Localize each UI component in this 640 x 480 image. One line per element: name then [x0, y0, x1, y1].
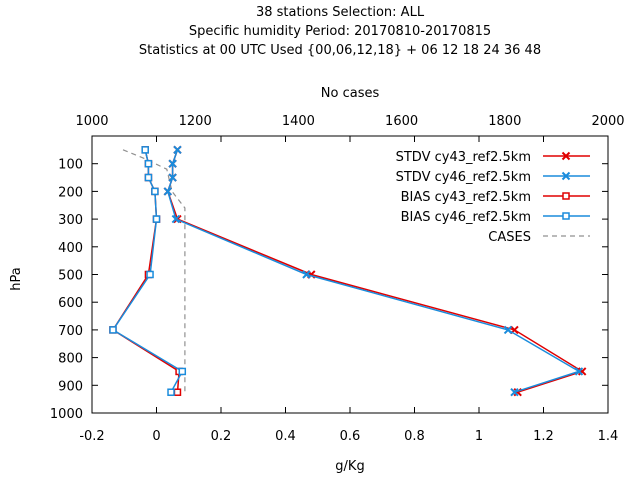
data-point: [109, 326, 117, 334]
data-point: [173, 388, 182, 396]
x-tick-label: 1.4: [598, 429, 619, 444]
y-tick-label: 1000: [50, 407, 83, 422]
data-point: [510, 388, 519, 397]
data-point: [173, 145, 182, 155]
y-axis-label: hPa: [9, 267, 24, 290]
legend-item: STDV cy46_ref2.5km: [396, 170, 590, 185]
data-point: [146, 270, 154, 279]
chart-title-line-1: 38 stations Selection: ALL: [256, 5, 425, 20]
legend-label: BIAS cy46_ref2.5km: [401, 210, 531, 225]
legend-label: CASES: [488, 230, 531, 245]
x-tick-label: 0.4: [275, 429, 296, 444]
chart-title-line-3: Statistics at 00 UTC Used {00,06,12,18} …: [139, 43, 541, 58]
legend-item: BIAS cy43_ref2.5km: [401, 190, 590, 205]
chart-title-block: 38 stations Selection: ALL Specific humi…: [139, 5, 541, 58]
y-tick-label: 400: [58, 241, 83, 256]
data-point: [163, 187, 172, 196]
data-point: [167, 388, 175, 396]
x-tick-label: 1.2: [533, 429, 554, 444]
data-point: [577, 367, 587, 376]
y-tick-label: 700: [58, 324, 83, 339]
legend-marker: [561, 171, 571, 181]
series-layer: [109, 145, 587, 397]
series-line: [167, 149, 584, 393]
legend-label: STDV cy46_ref2.5km: [396, 170, 531, 185]
series-2: [109, 146, 183, 396]
legend-item: STDV cy43_ref2.5km: [396, 150, 590, 165]
legend: STDV cy43_ref2.5km STDV cy46_ref2.5km BIAS…: [396, 150, 590, 245]
y-tick-label: 200: [58, 185, 83, 200]
x2-axis-label: No cases: [321, 86, 380, 101]
data-point: [144, 159, 153, 168]
x2-tick-label: 1600: [385, 114, 418, 129]
y-tick-label: 900: [58, 379, 83, 394]
series-line: [167, 149, 581, 393]
data-point: [144, 173, 153, 182]
x-tick-label: 0.8: [404, 429, 425, 444]
legend-marker: [562, 212, 570, 220]
y-tick-label: 300: [58, 213, 83, 228]
x2-tick-label: 1400: [282, 114, 315, 129]
data-point: [168, 173, 177, 182]
legend-marker: [561, 151, 571, 161]
x2-tick-label: 1200: [179, 114, 212, 129]
data-point: [152, 215, 161, 223]
x-tick-label: 1: [475, 429, 483, 444]
data-point: [302, 270, 311, 279]
data-point: [503, 325, 513, 335]
x-axis-label: g/Kg: [335, 459, 364, 474]
x-axis-ticks: -0.2 0 0.2 0.4 0.6 0.8 1 1.2 1.4: [79, 136, 618, 444]
x-tick-label: 0.2: [211, 429, 232, 444]
legend-label: STDV cy43_ref2.5km: [396, 150, 531, 165]
series-1: [163, 145, 584, 397]
series-3: [109, 146, 187, 396]
y-tick-label: 500: [58, 269, 83, 284]
x2-axis-ticks: 1000 1200 1400 1600 1800 2000: [75, 114, 624, 129]
x2-tick-label: 1800: [488, 114, 521, 129]
legend-item: CASES: [488, 230, 590, 245]
x-tick-label: 0: [152, 429, 160, 444]
data-point: [178, 367, 187, 376]
x-tick-label: 0.6: [340, 429, 361, 444]
y-tick-label: 100: [58, 158, 83, 173]
data-point: [141, 146, 149, 154]
y-tick-label: 800: [58, 352, 83, 367]
data-point: [168, 159, 177, 168]
data-point: [574, 367, 584, 376]
data-point: [171, 214, 181, 224]
legend-label: BIAS cy43_ref2.5km: [401, 190, 531, 205]
x-tick-label: -0.2: [79, 429, 104, 444]
x2-tick-label: 2000: [591, 114, 624, 129]
legend-item: BIAS cy46_ref2.5km: [401, 210, 590, 225]
x2-tick-label: 1000: [75, 114, 108, 129]
data-point: [151, 187, 159, 196]
y-tick-label: 600: [58, 296, 83, 311]
legend-marker: [562, 192, 570, 200]
chart-title-line-2: Specific humidity Period: 20170810-20170…: [189, 24, 491, 39]
y-axis-ticks: 100 200 300 400 500 600 700 800 900 1000: [50, 158, 608, 422]
